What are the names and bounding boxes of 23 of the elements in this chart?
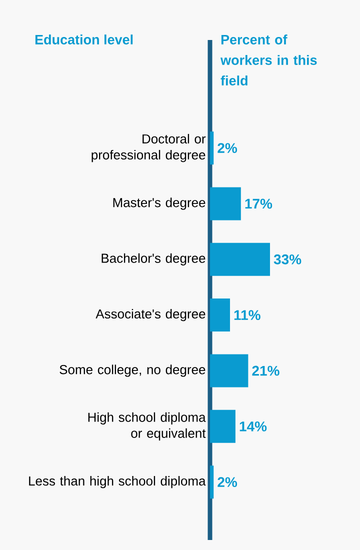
- y-tick-label: Some college, no degree: [60, 364, 206, 377]
- y-tick-label: Doctoral or professional degree: [92, 134, 206, 162]
- bar: [210, 466, 214, 499]
- bar: [210, 132, 214, 165]
- data-label: 2%: [218, 143, 238, 153]
- data-label: 2%: [218, 477, 238, 488]
- data-label: 11%: [234, 310, 260, 320]
- bar: [210, 298, 230, 332]
- y-tick-label: High school diploma or equivalent: [88, 412, 206, 440]
- y-tick-label: Associate's degree: [96, 308, 206, 322]
- bar: [210, 242, 270, 276]
- y-tick-label: Less than high school diploma: [29, 476, 206, 488]
- data-label: 14%: [240, 421, 267, 432]
- bar: [210, 354, 248, 388]
- y-tick-label: Bachelor's degree: [102, 253, 206, 266]
- y-tick-label: Master's degree: [113, 198, 206, 210]
- data-label: 21%: [252, 366, 280, 376]
- text: Education level: [35, 34, 133, 44]
- bar: [210, 410, 236, 443]
- bar: [210, 187, 241, 220]
- x-axis-title: Percent of workers in this field: [220, 34, 317, 86]
- data-label: 17%: [245, 198, 272, 209]
- data-label: 33%: [274, 254, 302, 264]
